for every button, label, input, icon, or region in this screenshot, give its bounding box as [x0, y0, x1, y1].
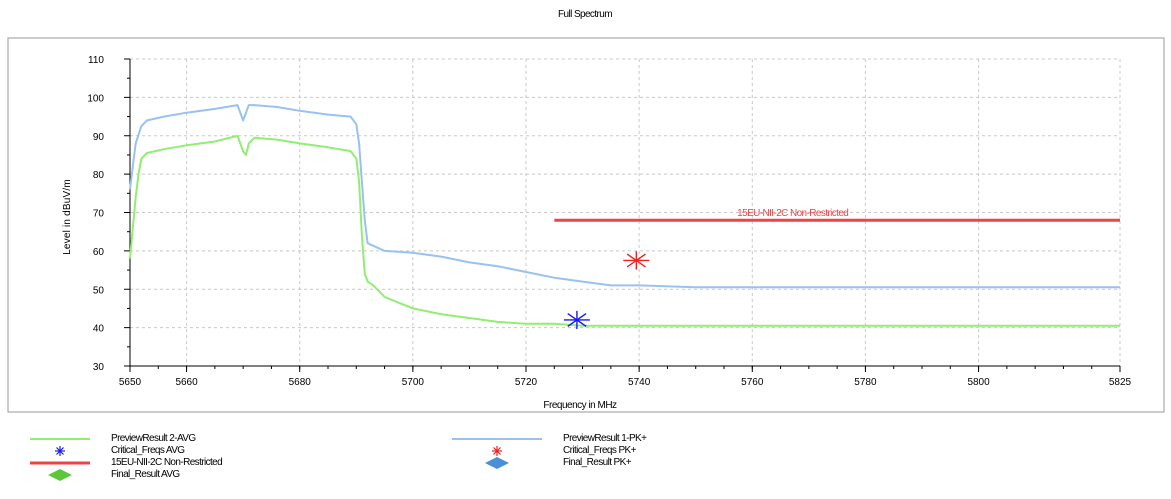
marker-stroke — [567, 312, 587, 327]
y-tick-label: 100 — [87, 93, 104, 104]
legend-left: PreviewResult 2-AVG Critical_Freqs AVG 1… — [30, 431, 590, 499]
critical-freq-marker — [623, 251, 650, 270]
x-tick-label: 5700 — [402, 377, 425, 388]
legend-label: Final_Result AVG — [111, 469, 180, 480]
legend-line-symbol — [452, 438, 542, 440]
y-tick-label: 90 — [93, 132, 105, 143]
x-tick-label: 5825 — [1109, 377, 1132, 388]
marker-layer — [563, 251, 650, 330]
limit-line-label: 15EU-NII-2C Non-Restricted — [737, 208, 848, 219]
x-tick-label: 5650 — [119, 377, 142, 388]
star-icon — [492, 446, 502, 456]
x-tick-label: 5720 — [515, 377, 538, 388]
legend-line-symbol — [30, 438, 90, 440]
x-tick-label: 5800 — [967, 377, 990, 388]
chart-frame — [7, 37, 1165, 413]
y-tick-label: 80 — [93, 170, 105, 181]
chart-title: Full Spectrum — [558, 9, 612, 20]
y-tick-label: 50 — [93, 285, 105, 296]
series-line — [129, 134, 1120, 327]
critical-freq-marker — [563, 310, 590, 330]
spectrum-chart: Full Spectrum 30 40 50 60 70 80 90 100 110 5650 56… — [7, 9, 1165, 413]
legend-line-symbol — [30, 461, 90, 465]
grid-lines — [129, 58, 1121, 366]
y-tick-label: 30 — [93, 362, 105, 373]
marker-stroke — [626, 253, 646, 268]
y-tick-label: 60 — [93, 247, 105, 258]
y-tick-label: 70 — [93, 209, 105, 220]
axes: 30 40 50 60 70 80 90 100 110 5650 5660 5680 5700 5720… — [87, 55, 1131, 388]
star-icon — [55, 446, 65, 456]
legend-label: PreviewResult 1-PK+ — [563, 433, 647, 444]
x-tick-label: 5740 — [628, 377, 651, 388]
x-tick-label: 5680 — [289, 377, 312, 388]
diamond-icon — [485, 457, 509, 469]
x-axis-label: Frequency in MHz — [543, 400, 617, 411]
y-tick-label: 110 — [88, 55, 104, 66]
legend-label: Critical_Freqs AVG — [111, 445, 185, 456]
legend-label: PreviewResult 2-AVG — [111, 433, 196, 444]
legend-label: Final_Result PK+ — [563, 457, 632, 468]
x-tick-label: 5660 — [175, 377, 198, 388]
y-tick-label: 40 — [93, 324, 105, 335]
x-tick-label: 5760 — [741, 377, 764, 388]
legend-label: 15EU-NII-2C Non-Restricted — [111, 457, 223, 468]
legend-label: Critical_Freqs PK+ — [563, 445, 636, 456]
diamond-icon — [48, 469, 72, 481]
series-layer — [129, 104, 1120, 327]
series-line — [129, 104, 1120, 289]
y-axis-label: Level in dBuV/m — [62, 179, 73, 255]
legend-right: PreviewResult 1-PK+ Critical_Freqs PK+ F… — [452, 431, 1012, 499]
x-tick-label: 5780 — [854, 377, 877, 388]
